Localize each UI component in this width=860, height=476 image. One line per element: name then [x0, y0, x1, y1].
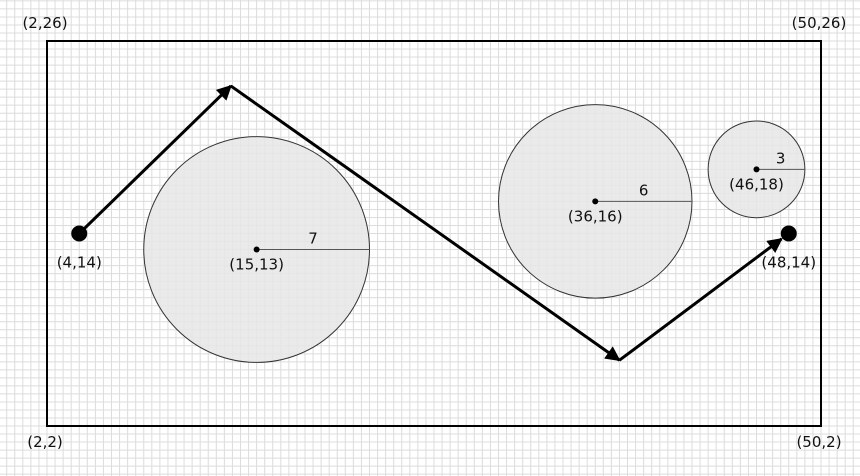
goal-label: (48,14)	[761, 254, 816, 272]
obstacle-center-dot	[253, 246, 260, 253]
corner-label-br: (50,2)	[796, 433, 841, 451]
corner-label-tr: (50,26)	[792, 14, 847, 32]
planned-path	[78, 84, 783, 362]
goal-point	[780, 225, 797, 242]
start-label: (4,14)	[57, 254, 102, 272]
obstacle-center-dot	[753, 166, 760, 173]
endpoint-layer: (4,14) (48,14)	[57, 225, 816, 272]
workspace-boundary	[46, 40, 822, 427]
obstacle-center-label: (46,18)	[729, 175, 784, 193]
radius-label: 6	[639, 181, 649, 199]
start-point	[71, 225, 88, 242]
path-segment	[78, 84, 232, 235]
obstacle-center-label: (36,16)	[568, 207, 623, 225]
radius-label: 7	[308, 230, 318, 248]
path-segment	[229, 84, 621, 362]
corner-label-bl: (2,2)	[27, 433, 63, 451]
corner-labels: (2,26) (50,26) (2,2) (50,2)	[22, 14, 846, 451]
path-segment	[618, 237, 783, 362]
corner-label-tl: (2,26)	[22, 14, 67, 32]
obstacle-center-label: (15,13)	[229, 256, 284, 274]
obstacle-layer: 7 (15,13) 6 (36,16) 3 (46,18)	[143, 104, 806, 363]
obstacle-center-dot	[592, 198, 599, 205]
radius-label: 3	[776, 149, 786, 167]
